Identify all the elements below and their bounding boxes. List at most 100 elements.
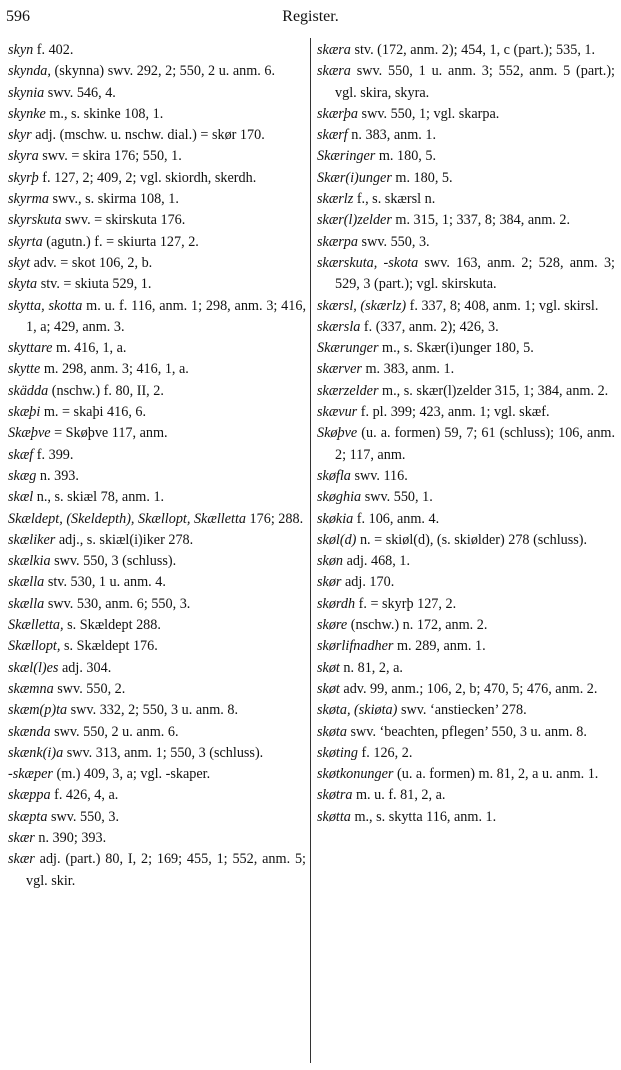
entry-text: 176; 288. [245,510,304,527]
page-header: 596 Register. [0,4,621,32]
headword: skævur [317,404,358,421]
entry: Skælletta, s. Skældept 288. [8,615,306,636]
entry-text: m. u. f. 116, anm. 1; 298, anm. 3; 416, … [26,297,306,335]
entry-text: n., s. skiæl 78, anm. 1. [33,489,165,506]
headword: skærf [317,127,348,144]
entry-text: s. Skældept 176. [60,638,158,655]
entry: skærsla f. (337, anm. 2); 426, 3. [317,317,615,338]
entry-text: adj. (part.) 80, I, 2; 169; 455, 1; 552,… [26,851,306,889]
headword: skælla [8,595,45,612]
entry: Skær(i)unger m. 180, 5. [317,168,615,189]
headword: skyt [8,254,31,271]
entry-text: adj. (mschw. u. nschw. dial.) = skør 170… [31,127,265,144]
headword: skæmna [8,680,54,697]
entry-text: m. 416, 1, a. [52,340,127,357]
entry-text: f. 399. [33,446,74,463]
headword: skærlz [317,191,354,208]
entry-text: adj. 170. [341,574,395,591]
headword: skærskuta, -skota [317,254,419,271]
entry: skyttare m. 416, 1, a. [8,338,306,359]
headword: skænda [8,723,51,740]
entry: skädda (nschw.) f. 80, II, 2. [8,381,306,402]
entry: skælkia swv. 550, 3 (schluss). [8,551,306,572]
entry-text: f. 402. [33,42,74,58]
entry-text: n. 393. [36,467,79,484]
entry: skytta, skotta m. u. f. 116, anm. 1; 298… [8,296,306,339]
entry: skyta stv. = skiuta 529, 1. [8,274,306,295]
headword: skytte [8,361,41,378]
entry: skyrma swv., s. skirma 108, 1. [8,189,306,210]
headword: skøl(d) [317,531,357,548]
headword: skær [8,851,35,868]
column: skyn f. 402. skynda, (skynna) swv. 292, 2… [8,40,306,892]
column-rule [310,38,311,1063]
entry-text: swv. 550, 3. [358,233,430,250]
entry: skæm(p)ta swv. 332, 2; 550, 3 u. anm. 8. [8,700,306,721]
entry-text: m., s. skinke 108, 1. [45,105,164,122]
entry: -skæper (m.) 409, 3, a; vgl. -skaper. [8,764,306,785]
entry-text: m. 180, 5. [375,148,437,165]
entry: skøt adv. 99, anm.; 106, 2, b; 470, 5; 4… [317,679,615,700]
entry: skæl n., s. skiæl 78, anm. 1. [8,487,306,508]
headword: skæppa [8,787,51,804]
headword: skøt [317,659,340,676]
headword: Skællopt, [8,638,61,655]
entry-text: n. 81, 2, a. [339,659,403,676]
headword: Skæþve [8,425,51,442]
entry-text: swv. 550, 3. [47,808,120,825]
headword: skøtkonunger [317,766,394,783]
entry-text: (nschw.) n. 172, anm. 2. [347,617,488,634]
entry: skævur f. pl. 399; 423, anm. 1; vgl. skæ… [317,402,615,423]
headword: -skæper [8,766,53,783]
entry-text: (agutn.) f. = skiurta 127, 2. [42,233,199,250]
headword: Skæringer [317,148,376,165]
entry-text: (m.) 409, 3, a; vgl. -skaper. [52,766,211,783]
entry-text: f. 426, 4, a. [50,787,119,804]
headword: skær [8,829,35,846]
entry: skør adj. 170. [317,572,615,593]
entry: skæra stv. (172, anm. 2); 454, 1, c (par… [317,40,615,61]
entry: Skærunger m., s. Skær(i)unger 180, 5. [317,338,615,359]
headword: skørdh [317,595,356,612]
entry-text: m. 180, 5. [391,169,453,186]
headword: Skælletta, [8,617,64,634]
headword: skæm(p)ta [8,702,68,719]
entry-text: f. 106, anm. 4. [353,510,440,527]
entry-text: (u. a. formen) m. 81, 2, a u. anm. 1. [393,766,599,783]
entry-text: m., s. skær(l)zelder 315, 1; 384, anm. 2… [378,382,609,399]
entry: skælla swv. 530, anm. 6; 550, 3. [8,594,306,615]
entry-text: adj. 468, 1. [343,553,411,570]
entry: skænk(i)a swv. 313, anm. 1; 550, 3 (schl… [8,743,306,764]
entry: skærpa swv. 550, 3. [317,232,615,253]
entry: skøta swv. ‘beachten, pflegen’ 550, 3 u.… [317,722,615,743]
entry-text: adj. 304. [58,659,112,676]
entry: skærskuta, -skota swv. 163, anm. 2; 528,… [317,253,615,296]
entry: skøkia f. 106, anm. 4. [317,509,615,530]
entry-text: m., s. skytta 116, anm. 1. [350,808,497,825]
entry: skæmna swv. 550, 2. [8,679,306,700]
entry: skyn f. 402. [8,40,306,61]
headword: Skær(i)unger [317,169,392,186]
entry: skøtkonunger (u. a. formen) m. 81, 2, a … [317,764,615,785]
entry: skynia swv. 546, 4. [8,83,306,104]
headword: skærpa [317,233,358,250]
entry: skøghia swv. 550, 1. [317,487,615,508]
entry-text: m. 298, anm. 3; 416, 1, a. [40,361,189,378]
headword: skøfla [317,467,351,484]
entry-text: stv. (172, anm. 2); 454, 1, c (part.); 5… [350,42,596,58]
headword: skøn [317,553,344,570]
entry-text: m., s. Skær(i)unger 180, 5. [378,340,534,357]
entry-text: f. 127, 2; 409, 2; vgl. skiordh, skerdh. [38,169,257,186]
entry-text: swv. ‘beachten, pflegen’ 550, 3 u. anm. … [346,723,587,740]
entry-text: f. 126, 2. [357,744,413,761]
entry: skæppa f. 426, 4, a. [8,785,306,806]
entry-text: swv. 546, 4. [44,84,116,101]
entry-text: swv. = skira 176; 550, 1. [38,148,182,165]
entry: skærver m. 383, anm. 1. [317,359,615,380]
entry: skærf n. 383, anm. 1. [317,125,615,146]
entry: skærþa swv. 550, 1; vgl. skarpa. [317,104,615,125]
headword: skytta, skotta [8,297,83,314]
entry: skøn adj. 468, 1. [317,551,615,572]
entry: skæliker adj., s. skiæl(i)iker 278. [8,530,306,551]
